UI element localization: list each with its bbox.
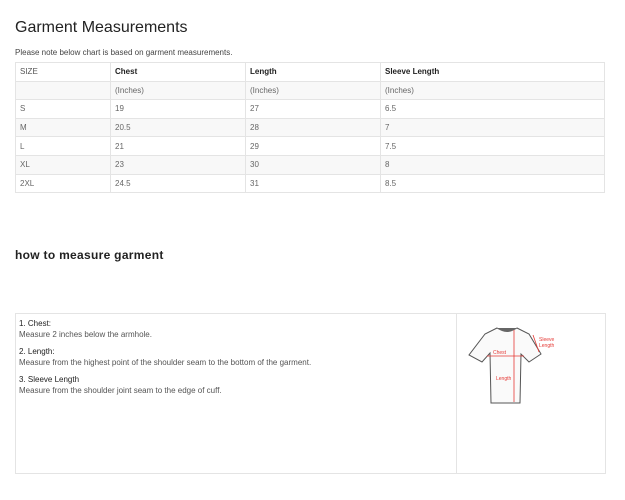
unit-cell [15, 80, 111, 101]
table-row: S 19 27 6.5 [15, 99, 605, 119]
cell: 2XL [15, 173, 111, 194]
instructions: 1. Chest: Measure 2 inches below the armh… [19, 318, 311, 402]
chest-label: Chest [493, 350, 507, 356]
cell: L [15, 136, 111, 156]
cell: 21 [110, 136, 246, 156]
unit-cell: (Inches) [110, 80, 246, 101]
table-row: XL 23 30 8 [15, 154, 605, 175]
cell: S [15, 99, 111, 119]
cell: 7.5 [380, 136, 605, 156]
table-row: M 20.5 28 7 [15, 117, 605, 138]
instruction-text: Measure 2 inches below the armhole. [19, 330, 152, 339]
cell: 28 [245, 117, 381, 138]
instruction-text: Measure from the shoulder joint seam to … [19, 386, 222, 395]
cell: 29 [245, 136, 381, 156]
header-chest: Chest [110, 62, 246, 82]
table-row: 2XL 24.5 31 8.5 [15, 173, 605, 194]
unit-cell: (Inches) [380, 80, 605, 101]
instruction-title: 2. Length: [19, 347, 55, 356]
units-row: (Inches) (Inches) (Inches) [15, 80, 605, 101]
instruction-title: 1. Chest: [19, 319, 52, 328]
header-sleeve: Sleeve Length [380, 62, 605, 82]
cell: 27 [245, 99, 381, 119]
cell: 8 [380, 154, 605, 175]
unit-cell: (Inches) [245, 80, 381, 101]
length-label: Length [496, 376, 512, 382]
column-divider [456, 314, 457, 473]
sleeve-label-1: Sleeve [539, 337, 555, 343]
table-header-row: SIZE Chest Length Sleeve Length [15, 62, 605, 82]
table-row: L 21 29 7.5 [15, 136, 605, 156]
cell: 8.5 [380, 173, 605, 194]
cell: 24.5 [110, 173, 246, 194]
cell: 20.5 [110, 117, 246, 138]
cell: 19 [110, 99, 246, 119]
cell: 31 [245, 173, 381, 194]
cell: 6.5 [380, 99, 605, 119]
cell: M [15, 117, 111, 138]
header-length: Length [245, 62, 381, 82]
tshirt-diagram: Chest Length Sleeve Length [468, 327, 555, 404]
measure-guide-box: 1. Chest: Measure 2 inches below the armh… [15, 313, 606, 474]
instruction-title: 3. Sleeve Length [19, 375, 80, 384]
instruction-text: Measure from the highest point of the sh… [19, 358, 312, 367]
cell: 30 [245, 154, 381, 175]
cell: 23 [110, 154, 246, 175]
size-table: SIZE Chest Length Sleeve Length (Inches)… [15, 62, 605, 194]
cell: XL [15, 154, 111, 175]
sleeve-line [532, 334, 540, 353]
sleeve-label-2: Length [539, 343, 555, 349]
header-size: SIZE [15, 62, 111, 82]
chart-note: Please note below chart is based on garm… [15, 48, 233, 57]
page-title: Garment Measurements [15, 19, 188, 36]
how-to-measure-heading: how to measure garment [15, 248, 164, 262]
cell: 7 [380, 117, 605, 138]
